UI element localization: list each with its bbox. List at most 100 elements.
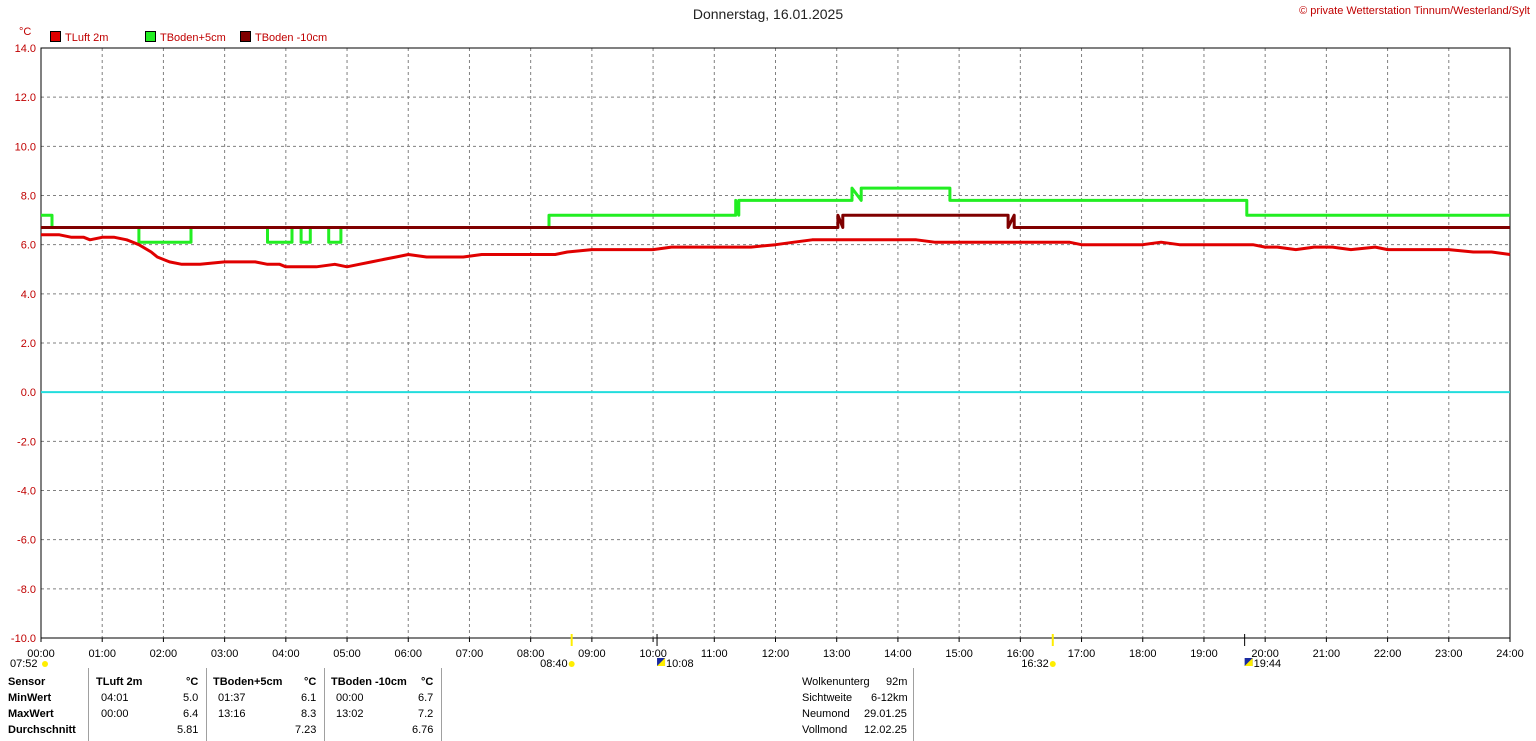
stats-min-time: 01:37 [218,692,246,704]
y-tick-label: 14.0 [15,43,36,55]
info-value: 29.01.25 [864,708,907,720]
stats-col-header: TLuft 2m [96,676,143,688]
info-label: Sichtweite [802,692,853,704]
y-tick-label: 12.0 [15,92,36,104]
stats-max-value: 8.3 [301,708,317,720]
x-tick-label: 06:00 [394,648,422,660]
info-divider [913,668,914,741]
sun-marker: 07:52 [10,658,48,668]
stats-max-time: 13:02 [336,708,364,720]
x-tick-label: 14:00 [884,648,912,660]
moon-icon [1244,658,1253,666]
x-tick-label: 09:00 [578,648,606,660]
x-tick-label: 05:00 [333,648,361,660]
legend-item-tboden10: TBoden -10cm [240,31,327,44]
stats-max-value: 6.4 [183,708,199,720]
x-tick-label: 16:00 [1007,648,1035,660]
stats-min-time: 04:01 [101,692,129,704]
sun-icon [1049,661,1056,667]
sun-icon [568,661,575,667]
y-tick-label: -2.0 [17,436,36,448]
legend-item-tluft: TLuft 2m [50,31,108,44]
x-tick-label: 07:00 [456,648,484,660]
y-axis-unit: °C [19,26,32,38]
y-tick-label: -10.0 [11,633,36,645]
legend-swatch-tboden5 [145,31,156,42]
x-tick-label: 19:00 [1190,648,1218,660]
info-value: 92m [886,676,908,688]
chart-title: Donnerstag, 16.01.2025 [692,6,844,22]
x-tick-label: 18:00 [1129,648,1157,660]
series-line-tboden5 [41,186,1510,244]
stats-divider [324,668,325,741]
info-label: Neumond [802,708,850,720]
info-value: 12.02.25 [864,724,907,736]
x-tick-label: 22:00 [1374,648,1402,660]
series-line-tluft [41,233,1511,269]
info-value: 6-12km [871,692,908,704]
x-tick-label: 23:00 [1435,648,1463,660]
stats-avg-value: 5.81 [177,724,199,736]
stats-avg-value: 6.76 [412,724,434,736]
legend-label-tluft: TLuft 2m [65,32,109,44]
moon-marker: 10:08 [656,634,694,668]
sun-marker: 08:40 [540,634,575,668]
sun-moon-time-label: 07:52 [10,658,38,668]
x-tick-label: 10:00 [639,648,667,660]
stats-min-time: 00:00 [336,692,364,704]
y-tick-label: -6.0 [17,535,36,547]
x-tick-label: 20:00 [1251,648,1279,660]
stats-divider [206,668,207,741]
sun-moon-time-label: 10:08 [666,658,694,668]
info-label: Wolkenunterg [802,676,870,688]
stats-min-value: 5.0 [183,692,199,704]
x-tick-label: 11:00 [701,648,728,660]
moon-marker: 19:44 [1244,634,1281,668]
info-label: Vollmond [802,724,848,736]
x-tick-label: 08:00 [517,648,545,660]
y-tick-label: 4.0 [21,289,36,301]
legend-label-tboden5: TBoden+5cm [160,32,226,44]
stats-divider [441,668,442,741]
stats-col-unit: °C [421,676,434,688]
x-tick-label: 00:00 [27,648,55,660]
sun-marker: 16:32 [1021,634,1056,668]
stats-min-value: 6.7 [418,692,434,704]
x-tick-label: 17:00 [1068,648,1096,660]
sun-moon-time-label: 08:40 [540,658,568,668]
stats-max-time: 13:16 [218,708,246,720]
stats-row-label: Durchschnitt [8,724,76,736]
stats-table: Sensor MinWert MaxWert Durchschnitt TLuf… [0,668,1536,741]
y-tick-label: 10.0 [15,141,36,153]
x-tick-label: 12:00 [762,648,790,660]
temperature-chart: 14.0 12.0 10.0 8.0 6.0 4.0 2.0 0.0 -2.0 -4.0 -6.0 -… [10,43,1524,668]
moon-icon [657,658,666,666]
stats-row-label: MinWert [8,692,52,704]
stats-min-value: 6.1 [301,692,317,704]
x-tick-label: 15:00 [945,648,973,660]
x-tick-label: 21:00 [1313,648,1341,660]
stats-divider [88,668,89,741]
sun-icon [42,661,48,667]
stats-row-label: Sensor [8,676,46,688]
stats-max-value: 7.2 [418,708,434,720]
stats-row-label: MaxWert [8,708,54,720]
stats-col-header: TBoden+5cm [213,676,283,688]
y-tick-label: 6.0 [21,240,36,252]
x-tick-label: 02:00 [150,648,178,660]
x-tick-label: 01:00 [88,648,116,660]
y-tick-label: -8.0 [17,584,36,596]
y-tick-label: 0.0 [21,387,36,399]
y-tick-label: 2.0 [21,338,36,350]
x-tick-label: 03:00 [211,648,239,660]
y-tick-label: -4.0 [17,486,36,498]
x-tick-label: 04:00 [272,648,300,660]
y-tick-label: 8.0 [21,191,36,203]
legend-swatch-tluft [50,31,61,42]
x-tick-label: 24:00 [1496,648,1524,660]
series-line-tboden10 [41,213,1510,229]
stats-col-unit: °C [186,676,199,688]
copyright-label: © private Wetterstation Tinnum/Westerlan… [1299,5,1530,17]
legend-label-tboden10: TBoden -10cm [255,32,328,44]
stats-col-header: TBoden -10cm [331,676,407,688]
